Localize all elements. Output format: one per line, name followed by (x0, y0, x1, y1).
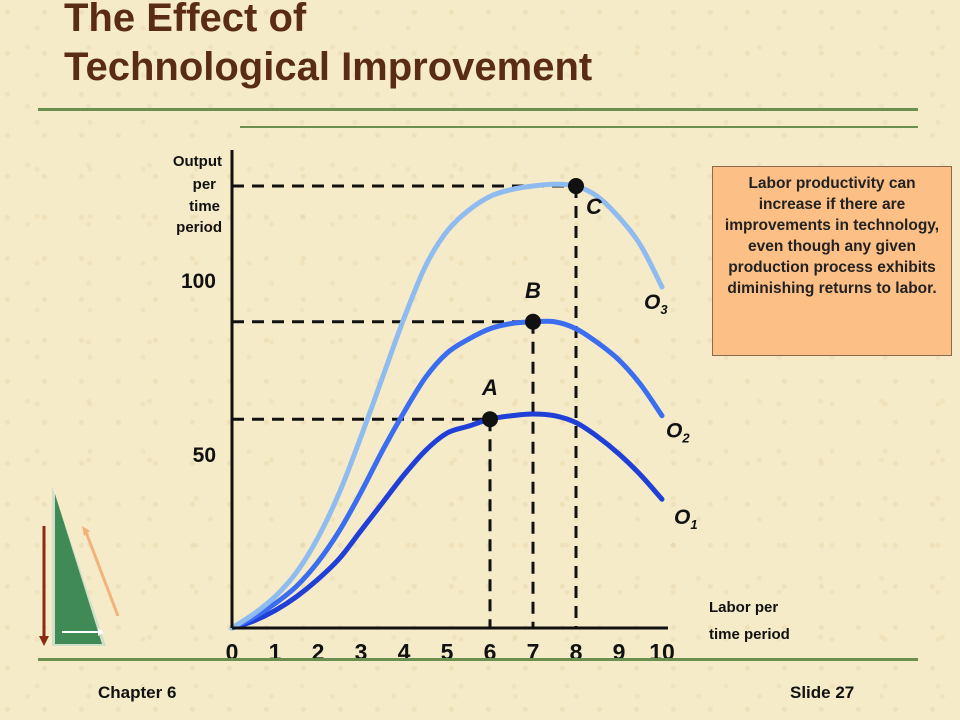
x-tick-label-9: 9 (613, 639, 626, 665)
x-tick-label-2: 2 (312, 639, 325, 665)
series-label-o1: O1 (674, 506, 698, 532)
footer-rule (38, 658, 918, 661)
x-tick-label-0: 0 (226, 639, 239, 665)
series-label-o2: O2 (666, 420, 690, 446)
series-line-o2 (229, 318, 665, 631)
title-underline-secondary (240, 126, 918, 128)
slide-title-line-2: Technological Improvement (64, 45, 593, 89)
x-tick-label-7: 7 (527, 639, 540, 665)
x-tick-label-4: 4 (398, 639, 411, 665)
series-line-o1 (229, 411, 665, 631)
annotation-note: Labor productivity can increase if there… (712, 166, 952, 356)
x-tick-label-6: 6 (484, 639, 497, 665)
footer-slide-number: Slide 27 (790, 683, 855, 702)
x-tick-label-5: 5 (441, 639, 454, 665)
x-axis-label-line-1: Labor per (709, 599, 778, 616)
x-tick-label-3: 3 (355, 639, 368, 665)
y-tick-label-50: 50 (193, 444, 216, 467)
slide-title-line-1: The Effect of (64, 0, 307, 40)
point-label-a: A (481, 375, 498, 400)
footer-chapter: Chapter 6 (98, 683, 177, 702)
x-tick-label-10: 10 (649, 639, 675, 665)
y-tick-label-100: 100 (181, 270, 216, 293)
slide-title: The Effect of Technological Improvement (64, 0, 592, 92)
x-tick-label-8: 8 (570, 639, 583, 665)
y-axis-label-line-2: per (193, 176, 217, 193)
x-axis-label-line-2: time period (709, 626, 790, 643)
series-label-o3: O3 (644, 291, 668, 317)
series-line-o3 (229, 181, 665, 631)
point-c (568, 178, 584, 195)
title-underline (38, 108, 918, 111)
y-axis-label-line-3: time (189, 198, 220, 215)
y-axis-label-line-4: period (176, 219, 222, 236)
point-label-b: B (525, 278, 541, 303)
point-b (525, 313, 541, 330)
decorative-triangle-logo (39, 486, 120, 646)
point-label-c: C (586, 194, 603, 219)
point-a (482, 411, 498, 428)
y-axis-label-line-1: Output (173, 153, 222, 170)
x-tick-label-1: 1 (269, 639, 282, 665)
